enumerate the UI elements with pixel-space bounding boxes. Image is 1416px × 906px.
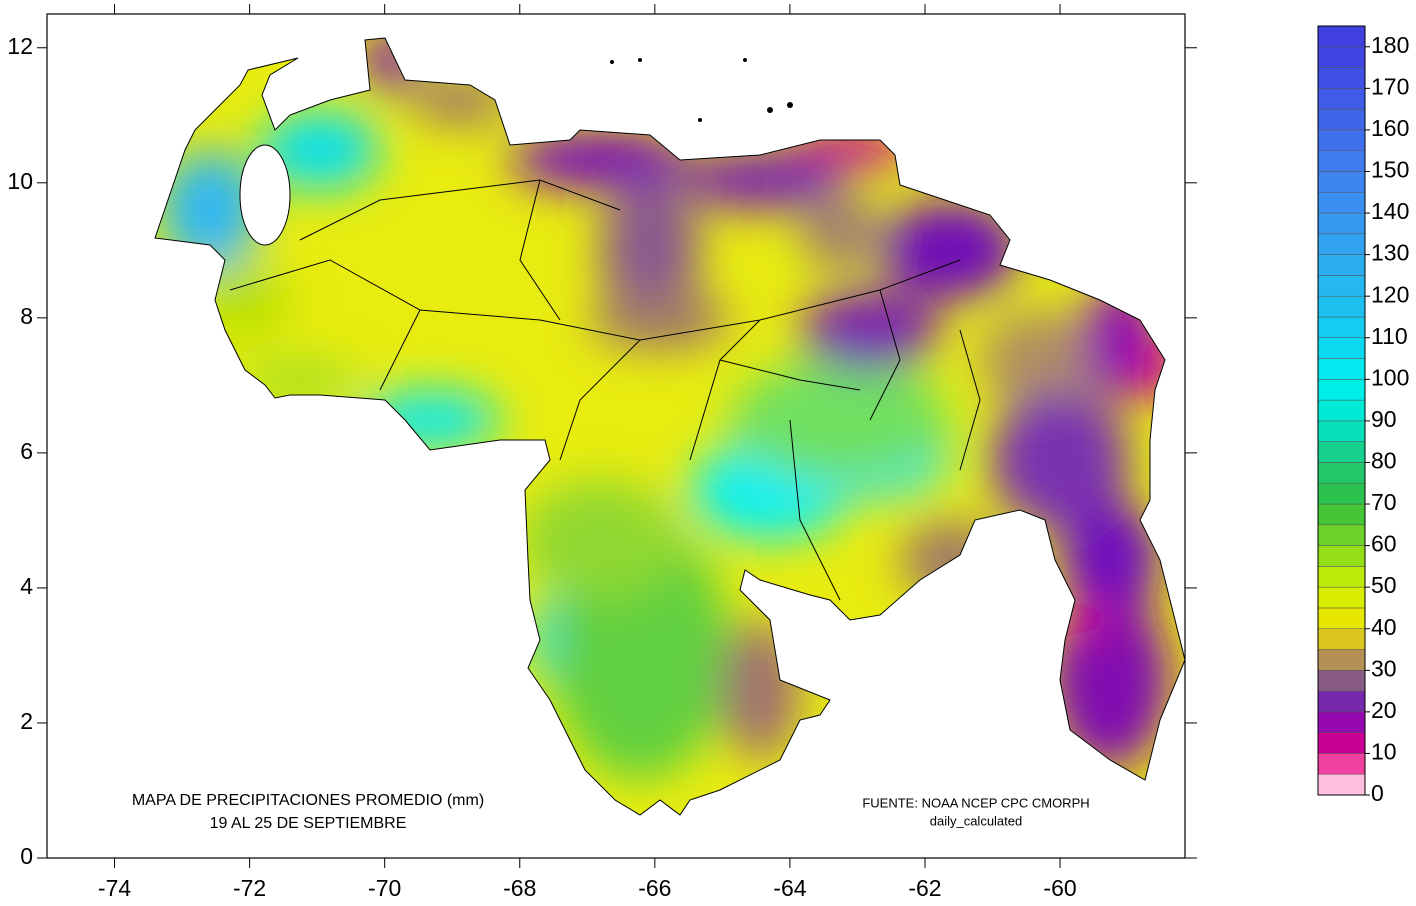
colorbar-bin (1317, 670, 1366, 692)
colorbar-label: 90 (1371, 406, 1397, 432)
x-tick-label: -64 (773, 875, 806, 901)
colorbar-label: 60 (1371, 531, 1397, 557)
source-note: FUENTE: NOAA NCEP CPC CMORPH (862, 795, 1089, 810)
colorbar-label: 170 (1371, 73, 1409, 99)
y-tick-label: 10 (7, 168, 33, 194)
colorbar-bin (1317, 628, 1366, 650)
colorbar-bin (1317, 399, 1366, 422)
colorbar-bin (1317, 233, 1366, 255)
x-tick-label: -74 (98, 875, 131, 901)
colorbar-bin (1317, 379, 1366, 401)
colorbar-label: 70 (1371, 489, 1397, 515)
colorbar-bin (1317, 295, 1366, 318)
x-tick-label: -68 (503, 875, 536, 901)
colorbar-bin (1317, 503, 1366, 526)
colorbar-bin (1317, 732, 1366, 754)
colorbar-bin (1317, 420, 1366, 442)
colorbar-bin (1317, 649, 1366, 671)
colorbar-bin (1317, 254, 1366, 276)
x-tick-label: -62 (908, 875, 941, 901)
colorbar-bin (1317, 337, 1366, 359)
colorbar-bin (1317, 316, 1366, 339)
source-detail: daily_calculated (930, 813, 1023, 828)
colorbar-label: 100 (1371, 364, 1409, 390)
colorbar-label: 20 (1371, 697, 1397, 723)
colorbar-bin (1317, 566, 1366, 588)
colorbar-bin (1317, 88, 1366, 110)
map-subtitle: 19 AL 25 DE SEPTIEMBRE (210, 815, 407, 832)
colorbar-label: 120 (1371, 281, 1409, 307)
colorbar-bin (1317, 690, 1366, 713)
colorbar-label: 0 (1371, 780, 1384, 806)
x-tick-label: -66 (638, 875, 671, 901)
colorbar-bin (1317, 150, 1366, 172)
colorbar-bin (1317, 212, 1366, 235)
colorbar-bin (1317, 192, 1366, 214)
colorbar-bin (1317, 753, 1366, 775)
colorbar-bin (1317, 711, 1366, 733)
plot-frame (46, 13, 1186, 859)
colorbar-bin (1317, 46, 1366, 68)
colorbar-label: 130 (1371, 240, 1409, 266)
colorbar-label: 40 (1371, 614, 1397, 640)
y-tick-label: 8 (20, 303, 33, 329)
colorbar-label: 10 (1371, 739, 1397, 765)
colorbar-label: 140 (1371, 198, 1409, 224)
colorbar-frame (1317, 25, 1366, 796)
map-title: MAPA DE PRECIPITACIONES PROMEDIO (mm) (132, 792, 484, 809)
x-tick-label: -60 (1043, 875, 1076, 901)
colorbar-bin (1317, 773, 1366, 796)
y-tick-label: 0 (20, 843, 33, 869)
y-tick-label: 4 (20, 573, 33, 599)
colorbar-bin (1317, 545, 1366, 567)
colorbar-bin (1317, 25, 1366, 48)
colorbar-bin (1317, 482, 1366, 505)
precipitation-field (155, 38, 1185, 815)
colorbar-label: 30 (1371, 655, 1397, 681)
colorbar-label: 180 (1371, 32, 1409, 58)
colorbar-bin (1317, 108, 1366, 131)
y-tick-label: 6 (20, 438, 33, 464)
colorbar-bin (1317, 171, 1366, 193)
colorbar-bin (1317, 129, 1366, 151)
y-tick-label: 12 (7, 33, 33, 59)
x-tick-label: -72 (233, 875, 266, 901)
colorbar-bin (1317, 358, 1366, 380)
colorbar-bin (1317, 67, 1366, 89)
islands (610, 58, 793, 122)
colorbar-label: 110 (1371, 323, 1408, 349)
colorbar-bin (1317, 586, 1366, 609)
colorbar-label: 150 (1371, 157, 1409, 183)
borders (154, 37, 1186, 816)
colorbar-bin (1317, 275, 1366, 297)
axes: -74 -72 -70 -68 -66 -64 -62 -60 0 2 4 6 8 10 12 (7, 4, 1197, 901)
colorbar-bin (1317, 607, 1366, 629)
colorbar-bin (1317, 524, 1366, 546)
colorbar-label: 80 (1371, 448, 1397, 474)
colorbar-bin (1317, 462, 1366, 484)
colorbar-bin (1317, 441, 1366, 463)
y-tick-label: 2 (20, 708, 33, 734)
x-tick-label: -70 (368, 875, 401, 901)
colorbar-label: 50 (1371, 572, 1397, 598)
colorbar: 0 10 20 30 40 50 60 70 80 90 100 110 120 130 140 150 160… (1317, 25, 1409, 806)
colorbar-label: 160 (1371, 115, 1409, 141)
